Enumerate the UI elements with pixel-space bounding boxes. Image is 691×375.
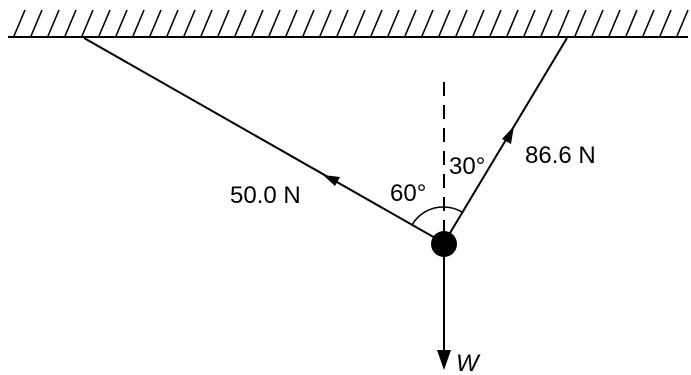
- hatch-stroke: [438, 9, 451, 37]
- hatch-stroke: [319, 9, 332, 37]
- hatch-stroke: [132, 9, 145, 37]
- angle-arc-right: [443, 206, 463, 213]
- hatch-stroke: [217, 9, 230, 37]
- hatch-stroke: [268, 9, 281, 37]
- hatch-stroke: [540, 9, 553, 37]
- weight-arrow: [437, 246, 451, 370]
- right-tension-label: 86.6 N: [525, 142, 596, 169]
- hatch-stroke: [251, 9, 264, 37]
- weight-arrowhead: [437, 350, 451, 370]
- hatch-stroke: [489, 9, 502, 37]
- hatch-stroke: [302, 9, 315, 37]
- left-tension-label: 50.0 N: [230, 182, 301, 209]
- hatch-stroke: [557, 9, 570, 37]
- hatch-stroke: [676, 9, 689, 37]
- hatch-stroke: [47, 9, 60, 37]
- hatch-stroke: [166, 9, 179, 37]
- hatch-stroke: [234, 9, 247, 37]
- hatch-stroke: [642, 9, 655, 37]
- left-rope: [83, 37, 445, 244]
- hatch-stroke: [472, 9, 485, 37]
- hatch-stroke: [404, 9, 417, 37]
- hatch-stroke: [98, 9, 111, 37]
- hatch-stroke: [608, 9, 621, 37]
- left-rope-line: [83, 37, 445, 244]
- hatch-stroke: [370, 9, 383, 37]
- suspended-mass: [431, 231, 457, 257]
- hatch-stroke: [81, 9, 94, 37]
- weight-label: W: [456, 350, 481, 375]
- hatch-stroke: [64, 9, 77, 37]
- angle-arc-left: [411, 206, 445, 226]
- hatch-stroke: [336, 9, 349, 37]
- hatch-stroke: [285, 9, 298, 37]
- hatch-stroke: [353, 9, 366, 37]
- right-rope: [443, 37, 568, 244]
- hatch-stroke: [200, 9, 213, 37]
- hatch-stroke: [625, 9, 638, 37]
- hatch-stroke: [387, 9, 400, 37]
- right-angle-label: 30°: [449, 153, 485, 180]
- hatch-stroke: [13, 9, 26, 37]
- hatch-stroke: [506, 9, 519, 37]
- left-angle-label: 60°: [390, 180, 426, 207]
- hatch-stroke: [591, 9, 604, 37]
- hatch-stroke: [659, 9, 672, 37]
- ceiling-hatching: [13, 9, 689, 37]
- hatch-stroke: [30, 9, 43, 37]
- hatch-stroke: [149, 9, 162, 37]
- right-rope-arrowhead: [502, 126, 514, 144]
- left-rope-arrowhead: [323, 175, 340, 186]
- hatch-stroke: [455, 9, 468, 37]
- hatch-stroke: [115, 9, 128, 37]
- ceiling: [8, 9, 689, 38]
- hatch-stroke: [523, 9, 536, 37]
- hatch-stroke: [421, 9, 434, 37]
- hatch-stroke: [183, 9, 196, 37]
- hatch-stroke: [574, 9, 587, 37]
